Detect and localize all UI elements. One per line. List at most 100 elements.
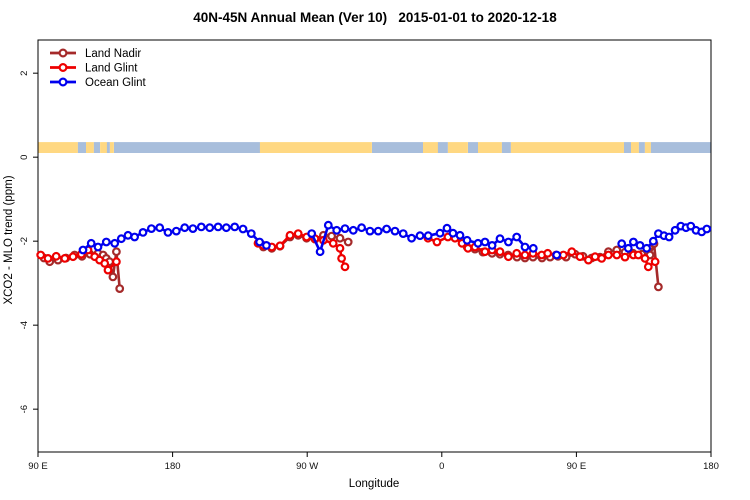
x-tick-label: 180 bbox=[703, 461, 719, 472]
data-point-marker bbox=[315, 247, 325, 257]
data-point-marker bbox=[584, 255, 593, 265]
data-point-marker bbox=[495, 247, 505, 257]
data-point-marker bbox=[423, 231, 433, 241]
data-point-marker bbox=[221, 223, 231, 233]
data-point-marker bbox=[415, 231, 425, 241]
data-point-marker bbox=[343, 237, 353, 247]
legend-marker-icon bbox=[58, 48, 68, 58]
data-point-marker bbox=[398, 229, 408, 239]
data-point-marker bbox=[111, 247, 121, 257]
data-point-marker bbox=[255, 237, 265, 247]
x-tick-label: 0 bbox=[439, 461, 444, 472]
data-point-marker bbox=[495, 234, 505, 244]
y-tick-label: -4 bbox=[19, 321, 30, 329]
data-point-marker bbox=[650, 257, 660, 267]
data-point-marker bbox=[448, 228, 458, 238]
y-tick-label: 0 bbox=[19, 155, 30, 160]
data-point-marker bbox=[480, 237, 490, 247]
map-ocean-segment bbox=[77, 142, 86, 153]
data-point-marker bbox=[640, 253, 650, 263]
data-point-marker bbox=[340, 224, 350, 234]
data-point-marker bbox=[146, 224, 156, 234]
map-land-segment bbox=[510, 142, 624, 153]
data-point-marker bbox=[246, 229, 256, 239]
data-point-marker bbox=[575, 252, 585, 262]
map-land-segment bbox=[478, 142, 502, 153]
data-point-marker bbox=[337, 253, 347, 263]
data-point-marker bbox=[307, 229, 317, 239]
data-point-marker bbox=[473, 238, 483, 248]
legend-item-ocean-glint: Ocean Glint bbox=[50, 77, 147, 89]
y-axis-title: XCO2 - MLO trend (ppm) bbox=[3, 175, 15, 305]
data-point-marker bbox=[285, 230, 295, 240]
y-tick-label: 2 bbox=[19, 71, 30, 76]
data-point-marker bbox=[68, 252, 78, 262]
data-point-marker bbox=[552, 250, 562, 260]
data-point-marker bbox=[543, 248, 553, 258]
data-point-marker bbox=[323, 220, 333, 230]
data-point-marker bbox=[617, 239, 627, 249]
data-point-marker bbox=[357, 223, 367, 233]
data-point-marker bbox=[432, 237, 442, 247]
x-axis: 90 E 180 90 W 0 90 E 180 bbox=[28, 452, 719, 472]
data-point-marker bbox=[275, 241, 285, 251]
map-land-segment bbox=[447, 142, 468, 153]
data-point-marker bbox=[528, 243, 538, 253]
map-ocean-segment bbox=[638, 142, 645, 153]
data-point-marker bbox=[51, 251, 61, 261]
y-tick-label: -6 bbox=[19, 405, 30, 413]
data-point-marker bbox=[78, 245, 88, 255]
data-point-marker bbox=[382, 224, 392, 234]
data-point-marker bbox=[567, 247, 577, 257]
map-land-segment bbox=[100, 142, 107, 153]
legend-label: Ocean Glint bbox=[85, 77, 147, 89]
data-point-marker bbox=[335, 233, 345, 243]
data-point-marker bbox=[442, 223, 452, 233]
data-point-marker bbox=[230, 222, 240, 232]
x-axis-title: Longitude bbox=[348, 478, 400, 490]
data-point-marker bbox=[390, 226, 400, 236]
data-point-marker bbox=[130, 232, 140, 242]
data-point-marker bbox=[43, 253, 53, 263]
data-point-marker bbox=[262, 240, 271, 250]
series-ocean-glint bbox=[78, 220, 712, 260]
data-point-marker bbox=[702, 224, 712, 234]
data-point-marker bbox=[373, 226, 383, 236]
data-point-marker bbox=[110, 238, 120, 248]
map-ocean-segment bbox=[650, 142, 711, 153]
data-point-marker bbox=[116, 234, 126, 244]
y-axis: 2 0 -2 -4 -6 bbox=[19, 71, 38, 413]
data-point-marker bbox=[620, 252, 630, 262]
map-land-segment bbox=[644, 142, 651, 153]
legend-marker-icon bbox=[58, 63, 68, 73]
data-point-marker bbox=[108, 272, 118, 282]
data-point-marker bbox=[633, 250, 643, 260]
world-map-band bbox=[38, 142, 711, 153]
data-point-marker bbox=[238, 224, 248, 234]
data-point-marker bbox=[480, 247, 490, 257]
data-point-marker bbox=[340, 262, 350, 272]
map-ocean-segment bbox=[372, 142, 423, 153]
data-point-marker bbox=[101, 237, 111, 247]
chart-legend: Land Nadir Land Glint Ocean Glint bbox=[50, 48, 147, 89]
map-land-segment bbox=[423, 142, 438, 153]
legend-label: Land Nadir bbox=[85, 48, 141, 60]
data-point-marker bbox=[180, 223, 190, 233]
data-point-marker bbox=[670, 225, 680, 235]
data-point-marker bbox=[103, 265, 113, 275]
x-tick-label: 180 bbox=[165, 461, 181, 472]
data-point-marker bbox=[332, 225, 342, 235]
legend-item-land-nadir: Land Nadir bbox=[50, 48, 141, 60]
data-point-marker bbox=[520, 242, 530, 252]
data-point-marker bbox=[520, 250, 530, 260]
data-point-marker bbox=[512, 232, 522, 242]
map-land-segment bbox=[86, 142, 94, 153]
data-point-marker bbox=[155, 223, 165, 233]
data-point-marker bbox=[648, 236, 658, 246]
data-point-marker bbox=[455, 230, 465, 240]
data-point-marker bbox=[463, 243, 473, 253]
data-point-marker bbox=[213, 222, 223, 232]
data-point-marker bbox=[642, 243, 652, 253]
